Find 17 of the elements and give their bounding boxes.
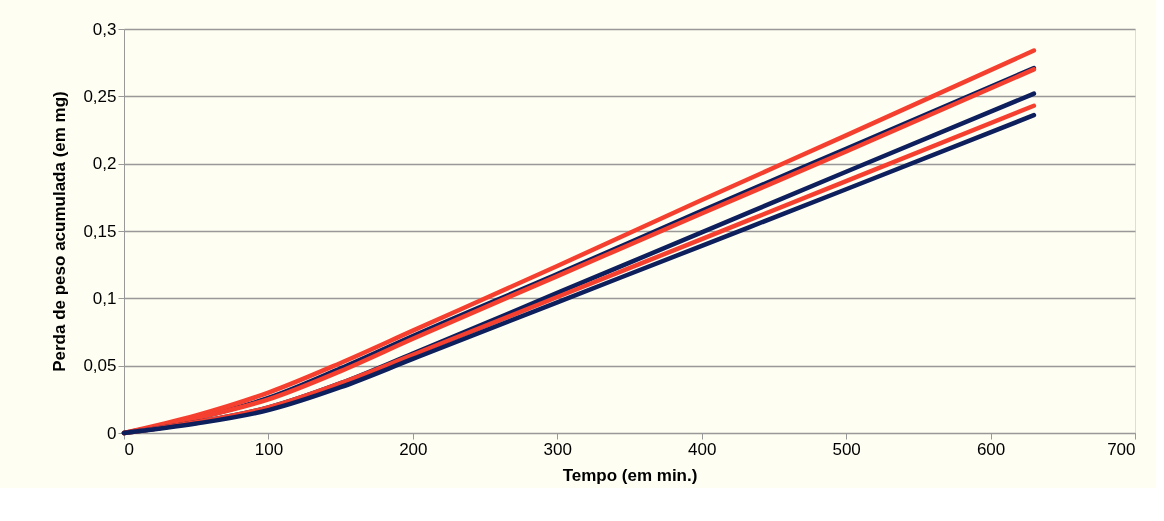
x-axis-title: Tempo (em min.) [562,465,698,485]
x-tick-label: 700 [1107,439,1136,459]
y-tick-label: 0,2 [92,154,117,174]
y-tick-label: 0 [107,423,117,443]
y-tick-label: 0,1 [92,288,117,308]
y-axis-title: Perda de peso acumulada (em mg) [50,91,70,372]
x-tick-label: 0 [124,439,134,459]
x-tick-label: 200 [399,439,428,459]
y-tick-label: 0,15 [83,221,117,241]
x-tick-label: 500 [832,439,861,459]
x-tick-label: 100 [254,439,284,459]
y-tick-label: 0,05 [83,356,117,376]
y-tick-label: 0,3 [92,19,117,39]
x-tick-label: 400 [688,439,717,459]
y-tick-label: 0,25 [83,86,117,106]
x-tick-label: 300 [543,439,572,459]
x-tick-label: 600 [976,439,1006,459]
